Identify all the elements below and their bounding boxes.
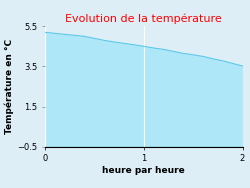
Y-axis label: Température en °C: Température en °C	[5, 39, 15, 134]
Title: Evolution de la température: Evolution de la température	[66, 14, 222, 24]
X-axis label: heure par heure: heure par heure	[102, 166, 185, 175]
